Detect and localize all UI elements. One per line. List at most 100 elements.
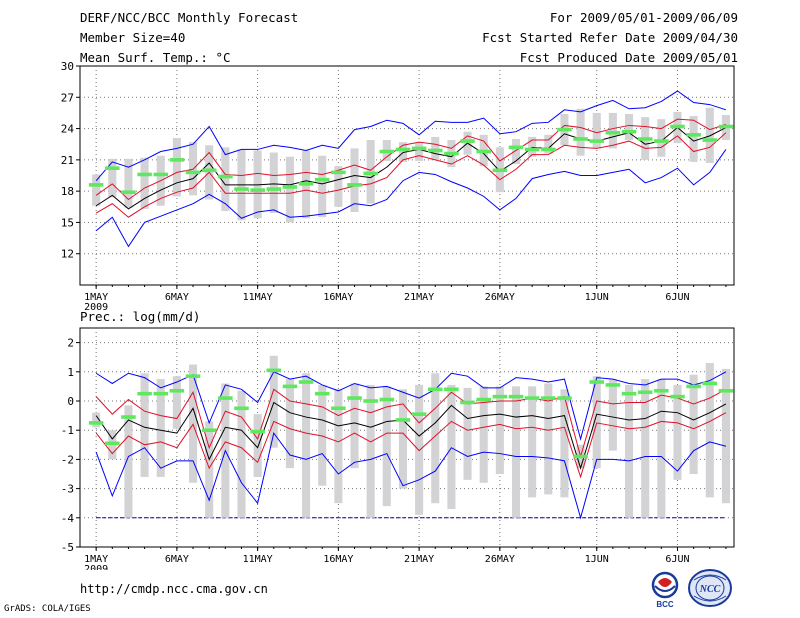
precipitation-ytick-label: 1 xyxy=(67,366,74,379)
precipitation-xtick-label: 6MAY xyxy=(165,554,189,565)
precipitation-ytick-label: -4 xyxy=(61,512,75,525)
temperature-xtick-label: 6JUN xyxy=(665,292,689,303)
precipitation-mean-line xyxy=(95,401,727,470)
temperature-ytick-label: 12 xyxy=(61,248,74,261)
temperature-frame xyxy=(79,65,735,286)
precipitation-spread-box xyxy=(285,379,294,469)
temperature-xtick-label: 26MAY xyxy=(485,292,515,303)
precipitation-xtick-label: 16MAY xyxy=(323,554,353,565)
temperature-spread-box xyxy=(398,142,407,162)
precipitation-spread-box xyxy=(479,386,488,483)
precipitation-median-marker xyxy=(573,454,588,459)
temperature-spread-box xyxy=(657,119,666,157)
precipitation-median-marker xyxy=(460,400,475,405)
temperature-ytick-label: 24 xyxy=(61,123,75,136)
precipitation-ytick-label: 0 xyxy=(67,395,74,408)
precipitation-spread-box xyxy=(560,389,569,498)
bcc-logo: BCC xyxy=(651,571,679,609)
precipitation-median-marker xyxy=(686,384,701,389)
precipitation-spread-box xyxy=(269,355,278,448)
precipitation-spread-box xyxy=(673,384,682,480)
temperature-median-marker xyxy=(476,149,491,154)
precipitation-ytick-label: 2 xyxy=(67,337,74,350)
precipitation-spread-box xyxy=(382,386,391,507)
temperature-median-marker xyxy=(347,183,362,187)
temperature-p10-line xyxy=(95,132,727,218)
ncc-logo: NCC xyxy=(688,569,732,607)
temperature-median-marker xyxy=(266,187,282,191)
temperature-xtick-label: 21MAY xyxy=(404,292,434,303)
temperature-median-marker xyxy=(589,139,605,143)
precipitation-median-marker xyxy=(476,397,491,402)
precipitation-median-marker xyxy=(137,391,152,396)
precipitation-spread-box xyxy=(463,387,472,480)
precipitation-median-marker xyxy=(411,412,427,416)
precipitation-median-marker xyxy=(637,390,653,395)
temperature-median-marker xyxy=(654,139,669,143)
precipitation-median-marker xyxy=(282,384,298,389)
temperature-median-marker xyxy=(201,168,217,173)
precipitation-spread-box xyxy=(721,368,730,504)
precipitation-xtick-label: 1JUN xyxy=(585,554,609,565)
temperature-median-marker xyxy=(185,170,201,175)
precipitation-median-marker xyxy=(314,391,330,396)
precip-panel-title: Prec.: log(mm/d) xyxy=(80,309,200,324)
precipitation-median-marker xyxy=(395,418,411,422)
source-url[interactable]: http://cmdp.ncc.cma.gov.cn xyxy=(80,582,268,596)
temperature-median-marker xyxy=(395,147,411,152)
temperature-spread-box xyxy=(221,147,230,211)
precipitation-ytick-label: -5 xyxy=(61,541,74,554)
precipitation-median-marker xyxy=(153,391,169,396)
precipitation-spread-box xyxy=(205,421,214,518)
precipitation-median-marker xyxy=(589,380,605,384)
forecast-title: DERF/NCC/BCC Monthly Forecast xyxy=(80,10,299,25)
precipitation-spread-box xyxy=(431,373,440,504)
temperature-median-marker xyxy=(363,171,378,176)
temperature-min-line xyxy=(95,90,727,182)
temperature-median-marker xyxy=(153,172,169,177)
precipitation-median-marker xyxy=(201,428,217,432)
temperature-median-marker xyxy=(105,166,120,170)
grads-credit: GrADS: COLA/IGES xyxy=(4,604,91,614)
precipitation-median-marker xyxy=(298,380,314,384)
temperature-median-marker xyxy=(557,127,572,132)
precipitation-median-marker xyxy=(88,421,104,425)
produced-date: Fcst Produced Date 2009/05/01 xyxy=(519,50,738,65)
temperature-median-marker xyxy=(314,177,330,182)
precipitation-median-marker xyxy=(621,391,637,396)
temperature-year-label: 2009 xyxy=(84,302,108,313)
precipitation-xtick-label: 11MAY xyxy=(243,554,273,565)
precipitation-median-marker xyxy=(427,387,443,392)
precipitation-median-marker xyxy=(347,396,362,400)
precipitation-xtick-label: 21MAY xyxy=(404,554,434,565)
temperature-spread-box xyxy=(108,158,117,198)
precipitation-median-marker xyxy=(105,441,120,446)
precipitation-spread-box xyxy=(253,414,262,477)
temperature-median-marker xyxy=(621,129,637,134)
temperature-median-marker xyxy=(411,146,427,151)
temperature-spread-box xyxy=(334,166,343,207)
temperature-spread-box xyxy=(576,108,585,156)
precipitation-spread-box xyxy=(544,383,553,495)
precipitation-spread-box xyxy=(318,384,327,486)
precipitation-median-marker xyxy=(557,396,572,400)
precipitation-median-marker xyxy=(185,374,201,378)
temperature-median-marker xyxy=(169,158,185,162)
temperature-spread-box xyxy=(140,157,149,209)
temperature-median-marker xyxy=(460,139,475,143)
temperature-spread-box xyxy=(592,112,601,149)
precipitation-median-marker xyxy=(492,394,508,399)
temperature-p90-line xyxy=(95,118,727,201)
temperature-spread-box xyxy=(544,134,553,154)
temperature-xtick-label: 16MAY xyxy=(323,292,353,303)
temperature-median-marker xyxy=(331,170,346,175)
temperature-spread-box xyxy=(608,112,617,149)
temperature-median-marker xyxy=(88,183,104,187)
precipitation-spread-box xyxy=(528,386,537,498)
precipitation-median-marker xyxy=(541,396,556,400)
precipitation-frame xyxy=(79,327,735,548)
precipitation-median-marker xyxy=(718,388,734,393)
precipitation-spread-box xyxy=(705,363,714,498)
precipitation-min-line xyxy=(95,431,727,520)
